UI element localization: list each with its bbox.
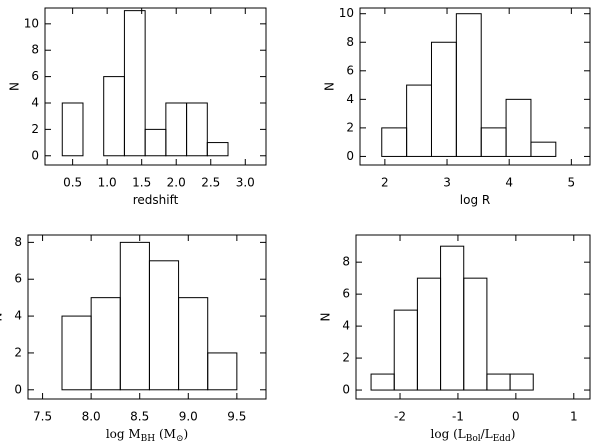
y-tick-label: 0 bbox=[31, 148, 39, 162]
x-tick-label: -1 bbox=[452, 410, 464, 424]
x-tick-label: 3 bbox=[443, 176, 451, 190]
y-tick-label: 4 bbox=[342, 319, 350, 333]
y-tick-label: 2 bbox=[31, 122, 39, 136]
x-tick-label: 0.5 bbox=[63, 176, 82, 190]
y-axis-label: N bbox=[319, 313, 333, 322]
bar bbox=[416, 277, 442, 391]
y-tick-label: 0 bbox=[346, 149, 354, 163]
x-axis-label: log R bbox=[460, 193, 490, 207]
y-tick-label: 2 bbox=[342, 351, 350, 365]
y-tick-label: 10 bbox=[24, 16, 39, 30]
y-axis-label: N bbox=[8, 82, 22, 91]
y-axis-label: N bbox=[323, 82, 337, 91]
bar bbox=[406, 84, 432, 157]
y-tick-label: 8 bbox=[342, 255, 350, 269]
x-axis-label-part: Edd bbox=[493, 434, 511, 442]
y-tick-label: 0 bbox=[342, 383, 350, 397]
y-tick-label: 6 bbox=[342, 287, 350, 301]
x-tick-label: 7.5 bbox=[33, 410, 52, 424]
x-tick-label: 8.5 bbox=[130, 410, 149, 424]
y-tick-label: 6 bbox=[31, 69, 39, 83]
y-tick-label: 6 bbox=[14, 272, 22, 286]
bar bbox=[505, 98, 532, 157]
x-axis-label: log MBH (M⊙) bbox=[106, 427, 188, 442]
y-axis-label: N bbox=[0, 313, 5, 322]
bar bbox=[61, 315, 92, 391]
x-tick-label: 2 bbox=[381, 176, 389, 190]
bar bbox=[123, 10, 146, 157]
x-axis-label-part: ⊙ bbox=[176, 434, 184, 442]
plot-frame bbox=[355, 234, 591, 400]
x-tick-label: 1.5 bbox=[132, 176, 151, 190]
bar bbox=[370, 373, 395, 391]
plot-frame bbox=[27, 234, 267, 400]
panel: -2 -1 0 1 0 2 4 6 8 log (LBol/LEdd) N bbox=[319, 234, 591, 442]
bar bbox=[486, 373, 511, 391]
plot-frame bbox=[359, 7, 591, 166]
y-tick-label: 8 bbox=[31, 43, 39, 57]
y-tick-label: 10 bbox=[339, 6, 354, 20]
panel: 7.5 8.0 8.5 9.0 9.5 0 2 4 6 8 log MBH (M⊙) N bbox=[0, 234, 267, 442]
bar bbox=[206, 142, 229, 157]
x-axis-label-part: redshift bbox=[133, 193, 179, 207]
x-axis-label-part: BH bbox=[141, 434, 156, 442]
bar bbox=[61, 102, 84, 157]
bar bbox=[119, 241, 150, 391]
bar bbox=[530, 141, 557, 157]
bar bbox=[144, 128, 167, 157]
bar bbox=[148, 260, 180, 391]
bar bbox=[509, 373, 534, 391]
x-axis-label: redshift bbox=[133, 193, 179, 207]
panel: 0.5 1.0 1.5 2.0 2.5 3.0 0 2 4 6 8 10 redshift N bbox=[8, 7, 267, 207]
y-tick-label: 8 bbox=[14, 235, 22, 249]
bar bbox=[381, 127, 408, 157]
y-tick-label: 4 bbox=[346, 92, 354, 106]
bar bbox=[393, 309, 418, 391]
plot-frame bbox=[44, 7, 267, 166]
x-axis-label-part: (M bbox=[155, 427, 176, 441]
x-axis-label-part: /L bbox=[481, 427, 493, 441]
bar bbox=[430, 41, 457, 157]
bar bbox=[165, 102, 188, 157]
x-tick-label: 2.5 bbox=[201, 176, 220, 190]
x-axis-label-part: Bol bbox=[466, 434, 481, 442]
bar bbox=[178, 297, 209, 391]
x-tick-label: 9.0 bbox=[179, 410, 198, 424]
y-tick-label: 4 bbox=[14, 309, 22, 323]
x-axis-label-part: log (L bbox=[431, 427, 466, 441]
x-tick-label: -2 bbox=[394, 410, 406, 424]
bar bbox=[103, 76, 125, 157]
y-tick-label: 4 bbox=[31, 95, 39, 109]
x-tick-label: 4 bbox=[505, 176, 513, 190]
y-tick-label: 8 bbox=[346, 35, 354, 49]
x-axis-label-part: ) bbox=[183, 427, 188, 441]
bar bbox=[440, 245, 465, 391]
x-axis-label-part: log R bbox=[460, 193, 490, 207]
x-tick-label: 0 bbox=[512, 410, 520, 424]
x-tick-label: 3.0 bbox=[236, 176, 255, 190]
x-tick-label: 5 bbox=[568, 176, 576, 190]
y-tick-label: 6 bbox=[346, 63, 354, 77]
y-tick-label: 2 bbox=[14, 345, 22, 359]
bar bbox=[207, 352, 238, 391]
x-tick-label: 9.5 bbox=[227, 410, 246, 424]
x-tick-label: 1 bbox=[570, 410, 578, 424]
bar bbox=[90, 297, 121, 391]
x-tick-label: 8.0 bbox=[82, 410, 101, 424]
bar bbox=[480, 127, 507, 157]
bar bbox=[186, 102, 208, 157]
panel: 2 3 4 5 0 2 4 6 8 10 log R N bbox=[323, 6, 591, 207]
bar bbox=[463, 277, 488, 391]
x-tick-label: 2.0 bbox=[167, 176, 186, 190]
x-axis-label-part: log M bbox=[106, 427, 141, 441]
x-tick-label: 1.0 bbox=[98, 176, 117, 190]
x-axis-label: log (LBol/LEdd) bbox=[431, 427, 516, 442]
y-tick-label: 0 bbox=[14, 382, 22, 396]
y-tick-label: 2 bbox=[346, 120, 354, 134]
bar bbox=[455, 13, 482, 157]
x-axis-label-part: ) bbox=[511, 427, 516, 441]
